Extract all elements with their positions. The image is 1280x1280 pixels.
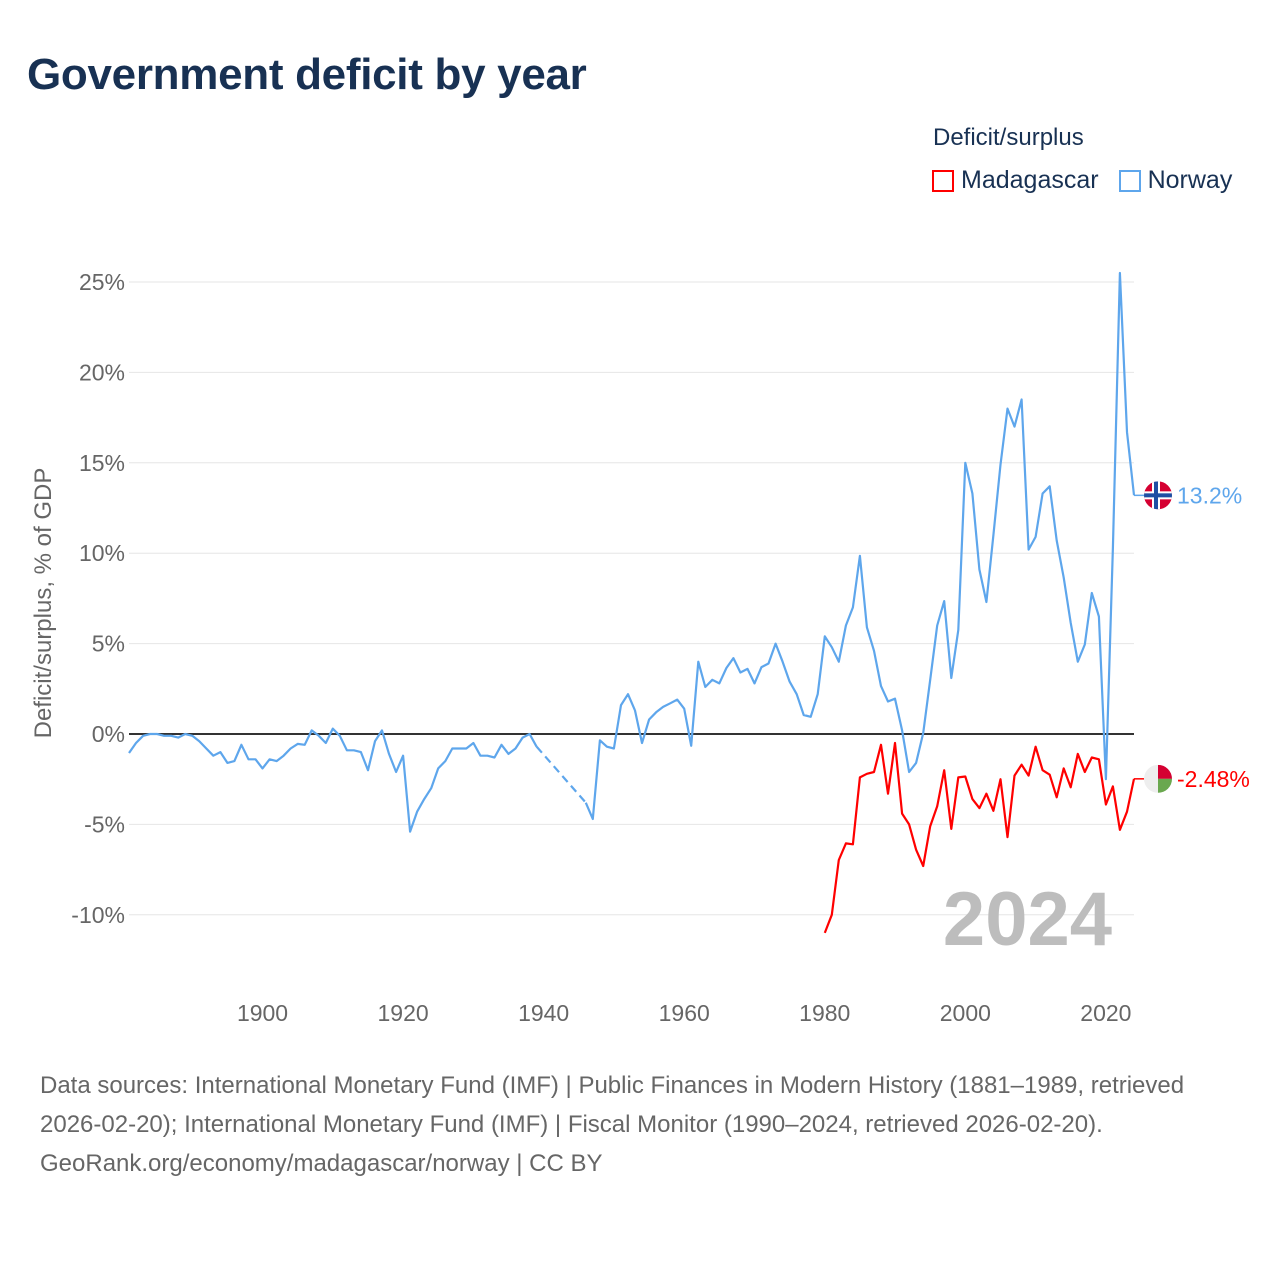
- credit-link[interactable]: GeoRank.org/economy/madagascar/norway | …: [40, 1150, 603, 1177]
- series-gap-norway: [535, 745, 587, 804]
- x-tick-label: 1940: [518, 1000, 569, 1026]
- end-labels: 13.2% -2.48%: [1134, 481, 1250, 793]
- y-tick-label: 15%: [79, 450, 125, 476]
- data-sources: Data sources: International Monetary Fun…: [40, 1072, 1185, 1138]
- legend-swatch-madagascar: [932, 169, 954, 192]
- y-tick-label: 20%: [79, 359, 125, 385]
- end-value-label-madagascar: -2.48%: [1177, 766, 1250, 792]
- y-tick-labels: -10% -5% 0% 5% 10% 15% 20% 25%: [71, 269, 125, 928]
- x-tick-label: 1900: [237, 1000, 288, 1026]
- end-value-label-norway: 13.2%: [1177, 482, 1242, 508]
- legend-label: Norway: [1147, 166, 1233, 194]
- footer: Data sources: International Monetary Fun…: [40, 1066, 1240, 1183]
- series-line-norway: [584, 271, 1136, 821]
- y-axis-label: Deficit/surplus, % of GDP: [30, 468, 57, 739]
- series-lines: [128, 271, 1136, 934]
- y-tick-label: 0%: [92, 721, 125, 747]
- x-tick-label: 2020: [1080, 1000, 1131, 1026]
- y-tick-label: -5%: [84, 811, 125, 837]
- chart-title: Government deficit by year: [27, 50, 587, 99]
- y-tick-label: -10%: [71, 902, 125, 928]
- y-tick-label: 5%: [92, 631, 125, 657]
- x-tick-labels: 1900 1920 1940 1960 1980 2000 2020: [237, 1000, 1132, 1026]
- y-tick-label: 10%: [79, 540, 125, 566]
- x-tick-label: 2000: [940, 1000, 991, 1026]
- gridlines: [129, 281, 1134, 916]
- legend-item-madagascar[interactable]: Madagascar: [932, 166, 1099, 195]
- legend-swatch-norway: [1118, 169, 1141, 192]
- series-line-norway: [128, 727, 538, 833]
- legend-label: Madagascar: [961, 166, 1099, 194]
- flag-norway-icon: [1144, 481, 1172, 510]
- x-tick-label: 1980: [799, 1000, 850, 1026]
- series-line-madagascar: [823, 741, 1136, 934]
- x-tick-label: 1920: [378, 1000, 429, 1026]
- year-watermark: 2024: [943, 877, 1112, 962]
- legend-title: Deficit/surplus: [933, 124, 1084, 151]
- flag-madagascar-icon: [1144, 764, 1172, 793]
- legend-item-norway[interactable]: Norway: [1118, 166, 1233, 195]
- x-tick-label: 1960: [659, 1000, 710, 1026]
- y-tick-label: 25%: [79, 269, 125, 295]
- legend: Madagascar Norway: [932, 166, 1232, 195]
